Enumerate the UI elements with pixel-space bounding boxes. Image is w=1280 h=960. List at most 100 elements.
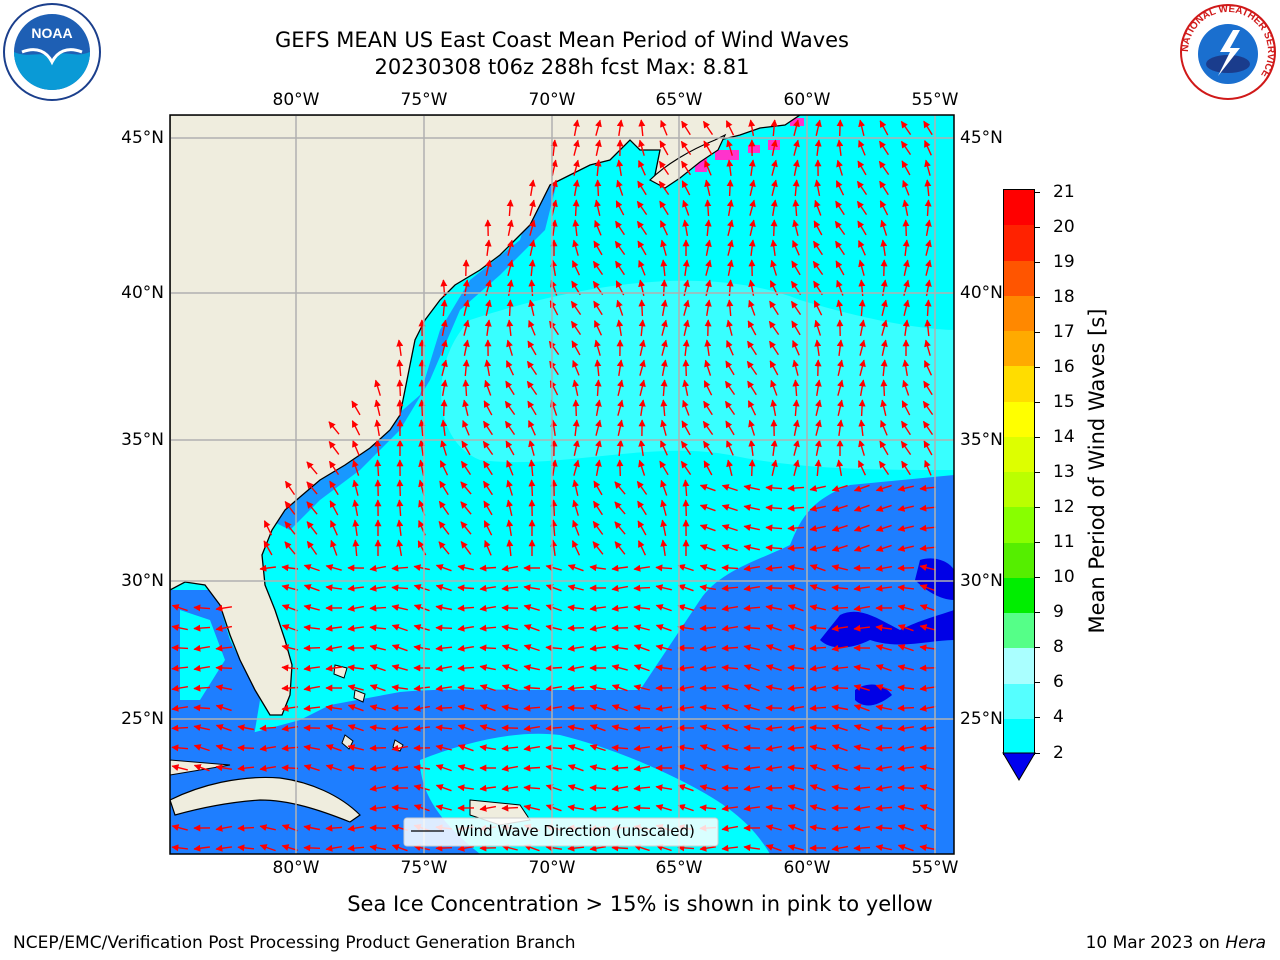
wind-arrow: [858, 240, 866, 256]
wind-arrow: [813, 300, 823, 316]
wind-arrow: [814, 139, 822, 156]
wind-arrow: [765, 764, 783, 772]
wind-arrow: [699, 704, 717, 712]
wind-arrow: [528, 179, 536, 197]
wind-arrow: [374, 399, 382, 416]
wind-arrow: [878, 160, 890, 176]
wind-arrow: [457, 704, 474, 712]
wind-arrow: [589, 624, 607, 632]
wind-arrow: [572, 379, 580, 396]
wind-arrow: [463, 319, 470, 336]
wind-arrow: [303, 624, 320, 632]
wind-arrow: [438, 521, 450, 535]
wind-arrow: [550, 539, 558, 556]
wind-arrow: [743, 664, 760, 672]
graticule: [170, 115, 954, 854]
wind-arrow: [699, 844, 717, 852]
wind-arrow: [523, 644, 540, 652]
lon-label-top: 80°W: [272, 90, 320, 110]
wind-arrow: [545, 764, 562, 772]
wind-arrow: [769, 300, 779, 316]
wind-arrow: [479, 724, 496, 731]
wind-arrow: [501, 664, 518, 672]
wind-arrow: [462, 379, 470, 397]
wind-arrow: [413, 784, 430, 791]
wind-arrow: [682, 219, 690, 237]
date-text: 10 Mar 2023 on: [1085, 933, 1226, 953]
wind-arrow: [660, 419, 667, 436]
wind-arrow: [638, 259, 646, 276]
wind-arrow: [614, 481, 626, 495]
wind-arrow: [790, 300, 802, 315]
wind-arrow: [611, 764, 629, 772]
wind-arrow: [637, 180, 647, 196]
wind-arrow: [636, 220, 648, 235]
wind-arrow: [765, 844, 782, 852]
wind-arrow: [284, 521, 296, 535]
wind-arrow: [814, 459, 822, 477]
wind-arrow: [875, 784, 893, 792]
wind-arrow: [193, 644, 211, 652]
wind-arrow: [501, 644, 518, 652]
wind-arrow: [303, 684, 321, 692]
wind-arrow: [721, 744, 738, 751]
colorbar-tick: 10: [1034, 567, 1075, 587]
wind-arrow: [919, 684, 936, 692]
wind-arrow: [391, 664, 408, 671]
wind-arrow: [787, 704, 805, 712]
wind-arrow: [328, 421, 340, 435]
sea-ice-note: Sea Ice Concentration > 15% is shown in …: [347, 892, 933, 916]
wind-arrow: [523, 704, 541, 712]
wind-arrow: [791, 260, 801, 276]
wind-arrow: [571, 340, 581, 356]
wind-arrow: [391, 844, 408, 852]
wind-arrow: [792, 159, 800, 176]
lon-label-bottom: 65°W: [655, 858, 703, 878]
wind-arrow: [748, 459, 756, 477]
wind-arrow: [303, 604, 320, 611]
wind-arrow: [215, 624, 233, 632]
colorbar-segment: [1004, 401, 1034, 437]
deep-blue-region: [170, 475, 954, 854]
wind-arrow: [809, 584, 826, 592]
wind-arrow: [347, 764, 365, 772]
wind-arrow: [347, 604, 365, 612]
wind-arrow: [875, 564, 893, 572]
wind-arrow: [545, 584, 562, 592]
wind-arrow: [593, 500, 603, 516]
chart-subtitle: 20230308 t06z 288h fcst Max: 8.81: [374, 55, 750, 79]
wind-arrow: [435, 744, 452, 751]
wind-arrow: [809, 724, 827, 732]
wind-arrow: [633, 804, 651, 812]
wind-arrow: [897, 724, 915, 732]
wind-arrow: [523, 604, 540, 611]
wind-arrow: [748, 219, 756, 236]
wind-arrow: [875, 664, 892, 672]
wind-arrow: [809, 644, 827, 652]
wind-arrow: [919, 544, 937, 552]
wind-arrow: [418, 459, 426, 476]
wind-arrow: [369, 584, 387, 592]
wind-arrow: [875, 704, 892, 712]
wind-arrow: [573, 139, 580, 156]
wind-arrow: [901, 460, 911, 476]
wind-arrow: [479, 624, 497, 632]
wind-arrow: [660, 299, 668, 317]
lon-label-top: 65°W: [655, 90, 703, 110]
wind-arrow: [572, 399, 580, 417]
wind-arrow: [328, 460, 340, 475]
wind-arrow: [924, 319, 932, 337]
wind-arrow: [902, 199, 910, 216]
colorbar: [1003, 189, 1035, 755]
wind-arrow: [457, 584, 475, 592]
wind-arrow: [659, 140, 669, 156]
wind-arrow: [457, 844, 475, 852]
wind-arrow: [171, 724, 189, 732]
wind-arrow: [836, 399, 844, 416]
wind-arrow: [347, 684, 364, 691]
wind-arrow: [721, 544, 738, 552]
wind-arrow: [369, 664, 386, 672]
wind-arrow: [853, 484, 870, 492]
generation-date: 10 Mar 2023 on Hera: [1086, 933, 1266, 953]
wind-arrow: [878, 460, 890, 475]
